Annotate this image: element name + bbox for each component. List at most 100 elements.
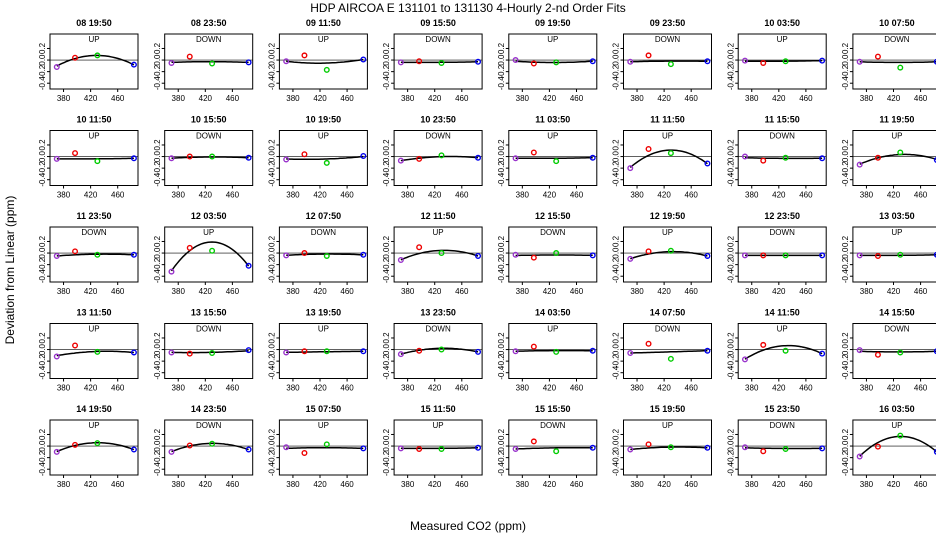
data-point — [819, 155, 826, 162]
y-tick-label: 0.2 — [841, 235, 850, 247]
x-tick-label: 460 — [685, 191, 699, 200]
data-point — [416, 347, 423, 354]
panel: 09 19:50 UP -0.4-0.20.00.2 380 420 460 — [497, 18, 598, 103]
x-tick-label: 460 — [111, 480, 125, 489]
y-tick-label: -0.2 — [726, 161, 735, 175]
data-point — [130, 155, 137, 162]
data-point — [589, 444, 596, 451]
x-tick-label: 380 — [401, 384, 415, 393]
x-tick-label: 380 — [286, 480, 300, 489]
y-tick-label: 0.0 — [268, 440, 277, 452]
data-point — [741, 444, 748, 451]
panel-direction: UP — [547, 35, 558, 44]
panel: 10 19:50 UP -0.4-0.20.00.2 380 420 460 — [268, 115, 368, 200]
data-point — [72, 248, 79, 255]
panel-frame — [508, 419, 598, 476]
x-tick-label: 460 — [685, 384, 699, 393]
x-tick-label: 380 — [745, 287, 759, 296]
data-point — [416, 58, 423, 65]
x-tick-label: 460 — [799, 384, 813, 393]
panel: 10 11:50 UP -0.4-0.20.00.2 380 420 460 — [38, 115, 139, 200]
data-point — [667, 61, 674, 68]
y-tick-label: 0.0 — [497, 247, 506, 259]
y-tick-label: 0.2 — [841, 428, 850, 440]
y-tick-label: 0.2 — [382, 428, 391, 440]
y-tick-label: -0.4 — [153, 462, 162, 476]
y-tick-label: 0.2 — [38, 332, 47, 344]
y-tick-label: -0.4 — [268, 269, 277, 283]
data-point — [627, 350, 634, 357]
data-point — [475, 58, 482, 65]
panel-direction: UP — [88, 325, 99, 334]
x-tick-label: 420 — [772, 191, 786, 200]
fit-curve — [286, 155, 364, 161]
panel-direction: UP — [891, 228, 902, 237]
y-tick-label: 0.0 — [382, 440, 391, 452]
panel: 14 11:50 UP -0.4-0.20.00.2 380 420 460 — [726, 308, 827, 393]
data-point — [741, 252, 748, 259]
y-tick-label: 0.2 — [382, 235, 391, 247]
y-tick-label: -0.2 — [153, 354, 162, 368]
panel: 10 23:50 DOWN -0.4-0.20.00.2 380 420 460 — [382, 115, 483, 200]
y-tick-label: -0.2 — [38, 450, 47, 464]
panel-frame — [623, 130, 712, 186]
data-point — [874, 154, 881, 161]
y-tick-label: 0.2 — [38, 428, 47, 440]
panel-frame — [852, 419, 936, 476]
data-point — [856, 252, 863, 259]
data-point — [667, 355, 674, 362]
y-tick-label: -0.4 — [612, 172, 621, 186]
y-tick-label: -0.2 — [153, 257, 162, 271]
x-tick-label: 380 — [286, 384, 300, 393]
panel: 14 19:50 UP -0.4-0.20.00.2 380 420 460 — [38, 404, 139, 489]
panel: 10 07:50 DOWN -0.4-0.20.00.2 380 420 460 — [841, 18, 936, 103]
data-point — [553, 348, 560, 355]
y-tick-label: -0.2 — [38, 354, 47, 368]
panel-frame — [737, 33, 827, 90]
x-tick-label: 420 — [199, 287, 213, 296]
x-tick-label: 420 — [84, 191, 98, 200]
data-point — [209, 247, 216, 254]
y-tick-label: -0.2 — [38, 257, 47, 271]
data-point — [530, 60, 537, 67]
x-tick-label: 460 — [799, 191, 813, 200]
panel-direction: DOWN — [425, 35, 451, 44]
data-point — [475, 348, 482, 355]
data-point — [897, 432, 904, 439]
panel-direction: UP — [318, 132, 329, 141]
data-point — [741, 356, 748, 363]
data-point — [819, 252, 826, 259]
data-point — [360, 348, 367, 355]
data-point — [360, 152, 367, 159]
x-tick-label: 420 — [772, 287, 786, 296]
panel: 14 07:50 DOWN -0.4-0.20.00.2 380 420 460 — [612, 308, 712, 393]
data-point — [553, 250, 560, 257]
y-tick-label: 0.0 — [497, 150, 506, 162]
y-tick-label: 0.0 — [497, 440, 506, 452]
x-tick-label: 460 — [111, 384, 125, 393]
panel-direction: DOWN — [540, 228, 566, 237]
y-tick-label: 0.2 — [497, 428, 506, 440]
data-point — [397, 445, 404, 452]
panel-label: 15 19:50 — [650, 404, 686, 414]
x-tick-label: 380 — [57, 94, 71, 103]
x-tick-label: 460 — [685, 480, 699, 489]
x-tick-label: 420 — [313, 287, 327, 296]
data-point — [397, 59, 404, 66]
data-point — [512, 445, 519, 452]
data-point — [760, 448, 767, 455]
y-tick-label: 0.0 — [268, 54, 277, 66]
panel: 12 03:50 UP -0.4-0.20.00.2 380 420 460 — [153, 211, 254, 296]
data-point — [819, 57, 826, 64]
x-tick-label: 420 — [313, 191, 327, 200]
panel-frame — [623, 33, 712, 90]
panel-frame — [278, 226, 368, 283]
y-tick-label: -0.4 — [153, 269, 162, 283]
x-tick-label: 420 — [313, 480, 327, 489]
x-tick-label: 420 — [887, 191, 901, 200]
data-point — [323, 348, 330, 355]
x-axis-label: Measured CO2 (ppm) — [410, 519, 526, 533]
y-tick-label: -0.4 — [382, 365, 391, 379]
y-tick-label: 0.2 — [268, 332, 277, 344]
